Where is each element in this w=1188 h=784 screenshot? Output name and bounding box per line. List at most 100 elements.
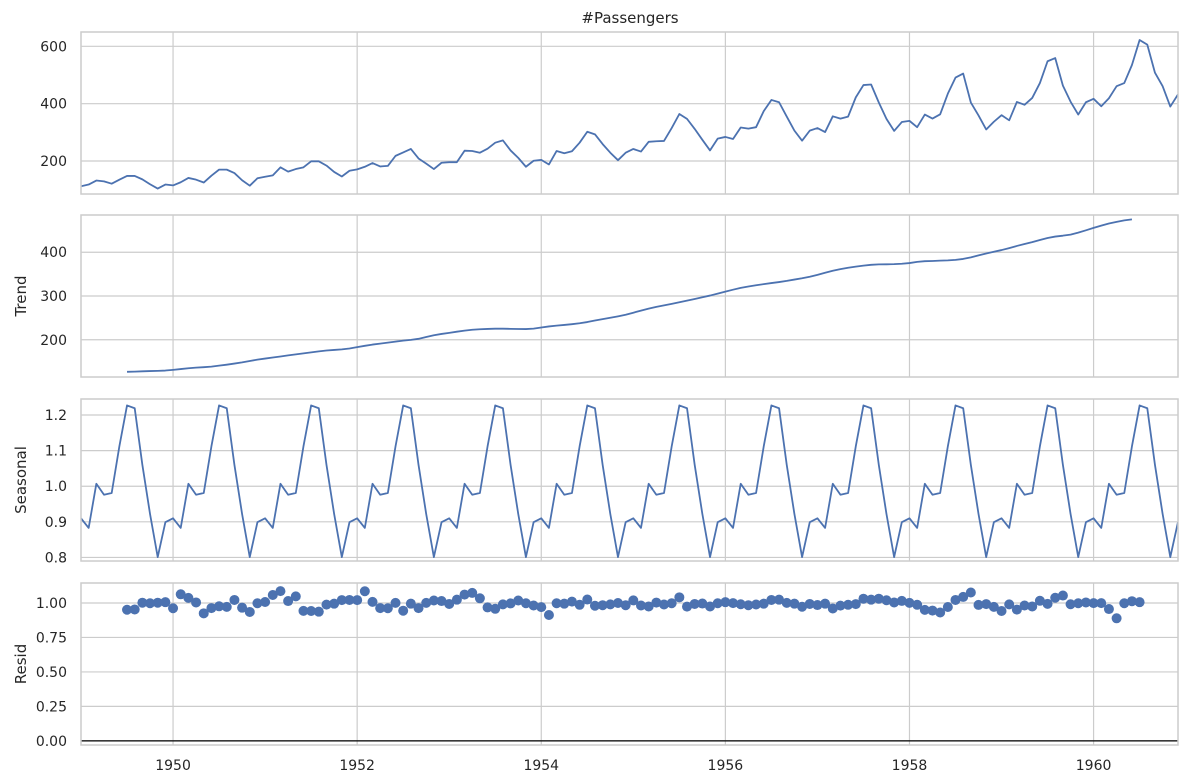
resid-point (298, 605, 309, 616)
resid-point (843, 599, 854, 610)
resid-point (382, 603, 393, 614)
resid-point (873, 593, 884, 604)
trend-frame (80, 214, 1179, 378)
resid-point (474, 593, 485, 604)
resid-point (682, 601, 693, 612)
x-tick-label: 1960 (1076, 758, 1112, 774)
resid-ytick-label: 0.75 (36, 630, 67, 646)
resid-point (1080, 597, 1091, 608)
resid-point (336, 595, 347, 606)
resid-point (781, 597, 792, 608)
resid-point (122, 604, 133, 615)
resid-point (1119, 598, 1130, 609)
resid-series (122, 586, 1145, 624)
resid-point (674, 592, 685, 603)
trend-line (127, 218, 1133, 373)
resid-point (229, 594, 240, 605)
resid-point (137, 597, 148, 608)
resid-point (198, 608, 209, 619)
seasonal-series (81, 404, 1178, 558)
resid-point (728, 598, 739, 609)
resid-point (1004, 599, 1015, 610)
resid-point (889, 597, 900, 608)
resid-point (490, 603, 501, 614)
resid-point (398, 605, 409, 616)
resid-point (536, 602, 547, 613)
trend-ytick-label: 200 (40, 333, 67, 349)
resid-point (1019, 600, 1030, 611)
resid-point (651, 597, 662, 608)
resid-point (559, 598, 570, 609)
seasonal-axis-label: Seasonal (12, 446, 30, 514)
resid-point (866, 594, 877, 605)
x-tick-label: 1958 (892, 758, 928, 774)
resid-point (589, 600, 600, 611)
resid-point (774, 594, 785, 605)
resid-point (1103, 604, 1114, 615)
resid-point (467, 587, 478, 598)
resid-point (789, 598, 800, 609)
resid-point (950, 594, 961, 605)
resid-point (451, 594, 462, 605)
resid-point (1134, 597, 1145, 608)
seasonal-frame (80, 398, 1179, 562)
resid-point (827, 603, 838, 614)
resid-point (428, 595, 439, 606)
resid-point (566, 596, 577, 607)
resid-point (574, 599, 585, 610)
observed-panel: 200 400 600 (40, 31, 1179, 195)
x-tick-label: 1952 (339, 758, 375, 774)
observed-ytick-label: 200 (40, 154, 67, 170)
observed-series (81, 39, 1178, 190)
resid-point (145, 598, 156, 609)
resid-point (421, 597, 432, 608)
x-tick-label: 1950 (155, 758, 191, 774)
resid-point (1111, 613, 1122, 624)
resid-point (260, 597, 271, 608)
resid-point (175, 589, 186, 600)
resid-point (996, 605, 1007, 616)
resid-point (252, 598, 263, 609)
resid-point (804, 598, 815, 609)
resid-point (820, 598, 831, 609)
resid-point (635, 600, 646, 611)
resid-point (981, 599, 992, 610)
resid-point (306, 605, 317, 616)
seasonal-ytick-label: 0.8 (45, 550, 67, 566)
seasonal-panel: 0.8 0.9 1.0 1.1 1.2 Seasonal (12, 398, 1179, 566)
resid-point (344, 594, 355, 605)
observed-ytick-label: 400 (40, 97, 67, 113)
resid-point (919, 604, 930, 615)
observed-frame (80, 31, 1179, 195)
resid-point (628, 595, 639, 606)
resid-point (405, 598, 416, 609)
resid-point (520, 598, 531, 609)
resid-point (359, 586, 370, 597)
resid-point (881, 595, 892, 606)
resid-point (751, 599, 762, 610)
resid-point (191, 597, 202, 608)
resid-point (620, 600, 631, 611)
trend-ytick-label: 400 (40, 245, 67, 261)
resid-point (743, 600, 754, 611)
resid-point (505, 598, 516, 609)
resid-point (513, 595, 524, 606)
resid-point (766, 594, 777, 605)
resid-point (168, 603, 179, 614)
resid-point (206, 603, 217, 614)
resid-point (413, 603, 424, 614)
resid-point (812, 600, 823, 611)
resid-point (935, 607, 946, 618)
resid-point (896, 595, 907, 606)
resid-ytick-label: 0.25 (36, 699, 67, 715)
resid-point (850, 599, 861, 610)
x-tick-label: 1956 (708, 758, 744, 774)
resid-point (497, 599, 508, 610)
resid-ytick-label: 0.50 (36, 665, 67, 681)
resid-point (958, 591, 969, 602)
seasonal-ytick-label: 1.2 (45, 408, 67, 424)
chart-title: #Passengers (581, 9, 678, 27)
resid-point (237, 602, 248, 613)
resid-point (927, 605, 938, 616)
